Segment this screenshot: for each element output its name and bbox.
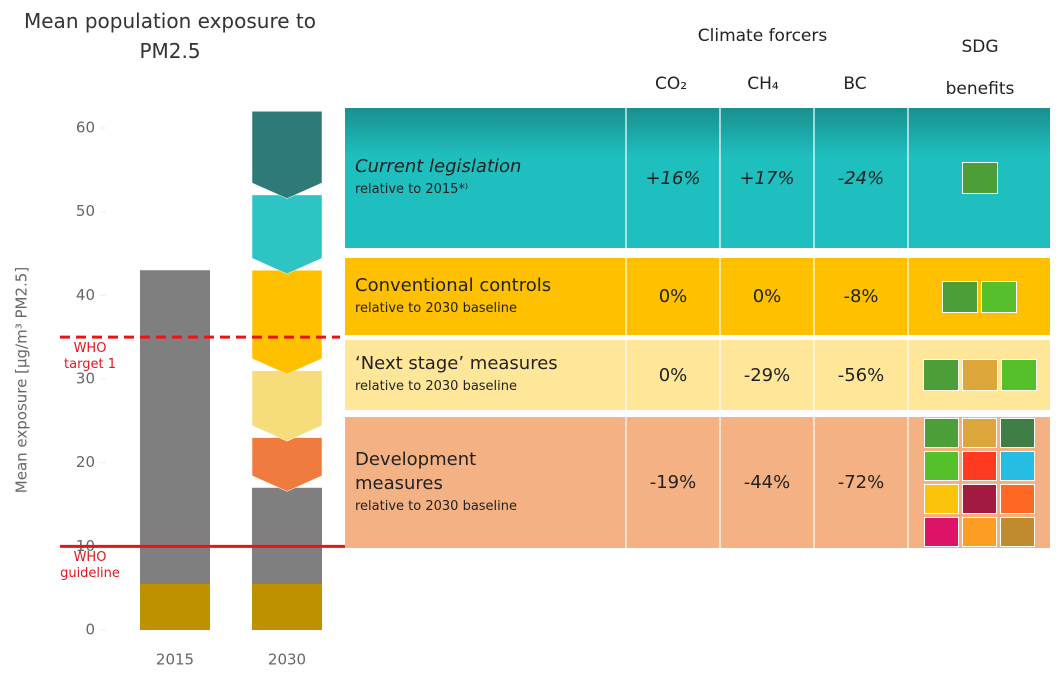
bar-segment [252, 487, 322, 584]
exposure-reduction-segment [251, 111, 323, 199]
exposure-reduction-segment [251, 437, 323, 492]
sdg-icon [924, 484, 959, 514]
row-title: ‘Next stage’ measures [355, 353, 558, 374]
row-cell: -56% [813, 340, 907, 410]
row-subtitle: relative to 2030 baseline [355, 300, 518, 316]
bar-segment [140, 583, 210, 630]
table-row: Development measures relative to 2030 bas… [345, 417, 1050, 548]
exposure-reduction-segment [251, 194, 323, 275]
sdg-icon [962, 451, 997, 481]
sdg-icon [924, 418, 959, 448]
sdg-icon [1000, 359, 1037, 391]
column-group-header: Climate forcers [697, 26, 828, 46]
exposure-reduction-segment [251, 269, 323, 375]
reference-label: WHO target 1 [64, 341, 116, 373]
y-tick-label: 20 [76, 453, 95, 471]
sdg-icon [962, 517, 997, 547]
row-cell: -29% [719, 340, 813, 410]
sdg-icon [924, 517, 959, 547]
sdg-icon [922, 359, 959, 391]
row-label: ‘Next stage’ measures relative to 2030 ba… [345, 340, 625, 410]
bar-segment [252, 583, 322, 630]
sdg-icon [1000, 451, 1035, 481]
column-header: BC [843, 74, 867, 94]
sdg-header: SDG benefits [945, 37, 1015, 99]
row-cell: 0% [719, 258, 813, 335]
row-cell: -19% [625, 417, 719, 548]
row-cell: +16% [625, 108, 719, 248]
sdg-icon [962, 418, 997, 448]
row-cell: +17% [719, 108, 813, 248]
y-tick-label: 60 [76, 119, 95, 137]
y-tick-label: 30 [76, 370, 95, 388]
exposure-reduction-segment [251, 370, 323, 442]
row-title: Conventional controls [355, 274, 552, 296]
x-tick-label: 2030 [268, 651, 306, 669]
row-title: Current legislation [355, 156, 522, 177]
bar-segment [140, 270, 210, 584]
sdg-icons [907, 340, 1050, 410]
row-subtitle: relative to 2030 baseline [355, 498, 518, 514]
row-subtitle: relative to 2015*⁾ [355, 182, 469, 197]
reference-label: WHO guideline [60, 550, 120, 582]
sdg-icons [907, 417, 1050, 548]
y-axis-label: Mean exposure [μg/m³ PM2.5] [13, 267, 31, 493]
sdg-icon [1000, 517, 1035, 547]
row-cell: -8% [813, 258, 907, 335]
row-label: Development measures relative to 2030 bas… [345, 417, 625, 548]
column-header: CH₄ [747, 74, 779, 94]
table-row: ‘Next stage’ measures relative to 2030 ba… [345, 340, 1050, 410]
sdg-icon [1000, 418, 1035, 448]
y-tick-label: 0 [85, 621, 95, 639]
row-cell: 0% [625, 258, 719, 335]
sdg-icon [924, 451, 959, 481]
row-cell: -24% [813, 108, 907, 248]
table-row: Conventional controls relative to 2030 ba… [345, 258, 1050, 335]
y-tick-label: 40 [76, 286, 95, 304]
sdg-icons [907, 258, 1050, 335]
sdg-icon [961, 162, 998, 194]
sdg-icon [942, 280, 978, 313]
chart: Mean exposure [μg/m³ PM2.5] 010203040506… [13, 111, 345, 669]
row-cell: 0% [625, 340, 719, 410]
row-title: Development measures [355, 448, 477, 494]
sdg-icon [981, 280, 1017, 313]
sdg-icon [1000, 484, 1035, 514]
x-tick-label: 2015 [156, 651, 194, 669]
table-row: Current legislation relative to 2015*⁾ +16… [345, 108, 1050, 248]
column-header: CO₂ [654, 74, 688, 94]
row-label: Current legislation relative to 2015*⁾ [345, 108, 625, 248]
row-label: Conventional controls relative to 2030 ba… [345, 258, 625, 335]
y-tick-label: 50 [76, 202, 95, 220]
row-subtitle: relative to 2030 baseline [355, 379, 518, 394]
row-cell: -72% [813, 417, 907, 548]
sdg-icon [961, 359, 998, 391]
chart-title: Mean population exposure to PM2.5 [24, 9, 316, 63]
sdg-icon [962, 484, 997, 514]
sdg-icons [907, 108, 1050, 248]
row-cell: -44% [719, 417, 813, 548]
